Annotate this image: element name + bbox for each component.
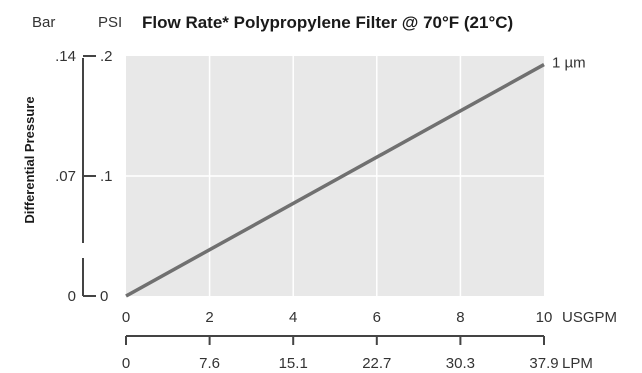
chart-title: Flow Rate* Polypropylene Filter @ 70°F (… [142,13,513,32]
usgpm-tick-label: 10 [536,309,553,326]
series-label: 1 µm [552,55,586,72]
bar-unit-label: Bar [32,14,55,31]
usgpm-tick-label: 4 [289,309,297,326]
gridlines [126,56,544,296]
usgpm-tick-label: 0 [122,309,130,326]
lpm-tick-label: 22.7 [362,355,391,372]
lpm-tick-label: 0 [122,355,130,372]
usgpm-tick-label: 2 [205,309,213,326]
bar-tick-label: 0 [68,288,76,305]
lpm-axis-ticks: 0 7.6 15.1 22.7 30.3 37.9 [122,336,559,372]
lpm-unit-label: LPM [562,355,593,372]
psi-unit-label: PSI [98,14,122,31]
psi-tick-label: .2 [100,48,113,65]
usgpm-axis-ticks: 0 2 4 6 8 10 [122,309,553,326]
lpm-tick-label: 7.6 [199,355,220,372]
series-line [125,63,545,298]
usgpm-tick-label: 8 [456,309,464,326]
psi-tick-label: .1 [100,168,113,185]
usgpm-unit-label: USGPM [562,309,617,326]
psi-tick-label: 0 [100,288,108,305]
series-layer: 1 µm [125,55,586,298]
bar-axis-ticks: 0 .07 .14 [55,48,96,305]
usgpm-tick-label: 6 [373,309,381,326]
lpm-tick-label: 30.3 [446,355,475,372]
lpm-tick-label: 15.1 [279,355,308,372]
psi-axis-ticks: 0 .1 .2 [100,48,113,305]
bar-tick-label: .07 [55,168,76,185]
y-axis-title: Differential Pressure [22,96,37,223]
bar-tick-label: .14 [55,48,76,65]
lpm-tick-label: 37.9 [529,355,558,372]
